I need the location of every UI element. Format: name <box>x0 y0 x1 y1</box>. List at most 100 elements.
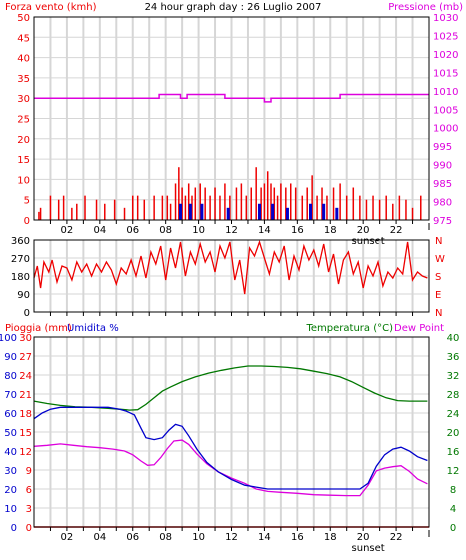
x-tick-label: 08 <box>159 225 172 236</box>
y-tick-label-humidity: 90 <box>4 352 17 363</box>
wind-pressure-panel: 0510152025303540455097598098599099510001… <box>17 13 458 247</box>
y-tick-label-pressure: 1005 <box>433 105 458 116</box>
x-tick-label: 04 <box>93 225 106 236</box>
y-tick-label-rain: 27 <box>19 352 32 363</box>
x-tick-label: 18 <box>324 225 337 236</box>
wind-gust-bar <box>271 203 275 220</box>
wind-gust-bar <box>200 203 204 220</box>
y-tick-label-temperature: 40 <box>447 333 460 344</box>
y-tick-label-rain: 24 <box>19 371 32 382</box>
y-tick-label-pressure: 1015 <box>433 68 458 79</box>
compass-label: E <box>435 290 441 301</box>
wind-speed-bars <box>38 167 422 220</box>
x-tick-label: 16 <box>291 532 304 543</box>
wind-gust-bar <box>285 207 289 220</box>
y-tick-label-wind: 15 <box>17 155 30 166</box>
compass-label: N <box>435 308 442 319</box>
x-tick-label: 12 <box>225 532 238 543</box>
y-tick-label-wind: 50 <box>17 13 30 24</box>
y-tick-label-rain: 18 <box>19 409 32 420</box>
y-tick-label-temperature: 20 <box>447 428 460 439</box>
sunset-label: sunset <box>352 543 385 554</box>
y-tick-label-temperature: 12 <box>447 466 460 477</box>
temp-humidity-panel: 0102030405060708090100036912151821242730… <box>0 333 459 554</box>
y-tick-label-humidity: 0 <box>11 523 17 534</box>
y-tick-label-wind: 5 <box>24 196 30 207</box>
y-tick-label-wind: 10 <box>17 175 30 186</box>
y-tick-label-wind: 30 <box>17 94 30 105</box>
panel1-frame <box>33 16 430 221</box>
x-tick-label: 04 <box>93 532 106 543</box>
y-tick-label-wind: 45 <box>17 33 30 44</box>
y-tick-label-pressure: 1010 <box>433 87 458 98</box>
sunset-label: sunset <box>352 236 385 247</box>
compass-label: N <box>435 236 442 247</box>
temperature-label: Temperatura (°C) <box>305 323 393 334</box>
dewpoint-label: Dew Point <box>394 323 444 334</box>
panel2-frame <box>33 239 430 313</box>
y-tick-label-rain: 30 <box>19 333 32 344</box>
x-tick-label: 22 <box>390 225 403 236</box>
y-tick-label-humidity: 100 <box>0 333 17 344</box>
wind-gust-bar <box>335 207 339 220</box>
wind-gust-bar <box>257 203 261 220</box>
y-tick-label-pressure: 995 <box>433 142 452 153</box>
y-tick-label-humidity: 80 <box>4 371 17 382</box>
x-tick-label: 14 <box>258 532 271 543</box>
y-tick-label-pressure: 975 <box>433 216 452 227</box>
y-tick-label-humidity: 40 <box>4 447 17 458</box>
x-tick-label: 10 <box>192 532 205 543</box>
y-tick-label-direction: 180 <box>11 272 30 283</box>
y-tick-label-wind: 25 <box>17 115 30 126</box>
wind-speed-label: Forza vento (kmh) <box>5 2 97 13</box>
panel3-frame <box>33 336 430 528</box>
y-tick-label-wind: 40 <box>17 54 30 65</box>
panel1-grid <box>34 17 429 220</box>
y-tick-label-humidity: 20 <box>4 485 17 496</box>
pressure-line <box>34 93 429 103</box>
rain-label: Pioggia (mm) <box>5 323 72 334</box>
x-tick-label: 12 <box>225 225 238 236</box>
pressure-label: Pressione (mb) <box>388 2 463 13</box>
x-tick-label: 08 <box>159 532 172 543</box>
y-tick-label-temperature: 28 <box>447 390 460 401</box>
wind-gust-bar <box>309 203 312 220</box>
wind-gust-bar <box>178 203 182 220</box>
y-tick-label-rain: 9 <box>26 466 32 477</box>
y-tick-label-pressure: 985 <box>433 179 452 190</box>
y-tick-label-humidity: 10 <box>4 504 17 515</box>
wind-gust-bar <box>226 207 230 220</box>
y-tick-label-direction: 0 <box>24 308 30 319</box>
y-tick-label-temperature: 4 <box>450 504 456 515</box>
y-tick-label-direction: 90 <box>17 290 30 301</box>
x-tick-label: 20 <box>357 532 370 543</box>
y-tick-label-temperature: 36 <box>447 352 460 363</box>
y-tick-label-temperature: 24 <box>447 409 460 420</box>
y-tick-label-wind: 0 <box>24 216 30 227</box>
compass-label: S <box>435 272 441 283</box>
panel3-ticks: 0102030405060708090100036912151821242730… <box>0 333 459 554</box>
y-tick-label-humidity: 70 <box>4 390 17 401</box>
y-tick-label-rain: 6 <box>26 485 32 496</box>
x-tick-label: 16 <box>291 225 304 236</box>
x-tick-label: 14 <box>258 225 271 236</box>
x-tick-label: 02 <box>61 225 74 236</box>
y-tick-label-wind: 35 <box>17 74 30 85</box>
y-tick-label-temperature: 32 <box>447 371 460 382</box>
y-tick-label-pressure: 980 <box>433 198 452 209</box>
y-tick-label-pressure: 1020 <box>433 50 458 61</box>
y-tick-label-humidity: 30 <box>4 466 17 477</box>
y-tick-label-temperature: 16 <box>447 447 460 458</box>
x-tick-label: 06 <box>126 532 139 543</box>
y-tick-label-pressure: 1025 <box>433 31 458 42</box>
x-tick-label: 18 <box>324 532 337 543</box>
y-tick-label-rain: 21 <box>19 390 32 401</box>
x-tick-label: 22 <box>390 532 403 543</box>
compass-label: W <box>435 254 445 265</box>
x-tick-label: 02 <box>61 532 74 543</box>
y-tick-label-wind: 20 <box>17 135 30 146</box>
